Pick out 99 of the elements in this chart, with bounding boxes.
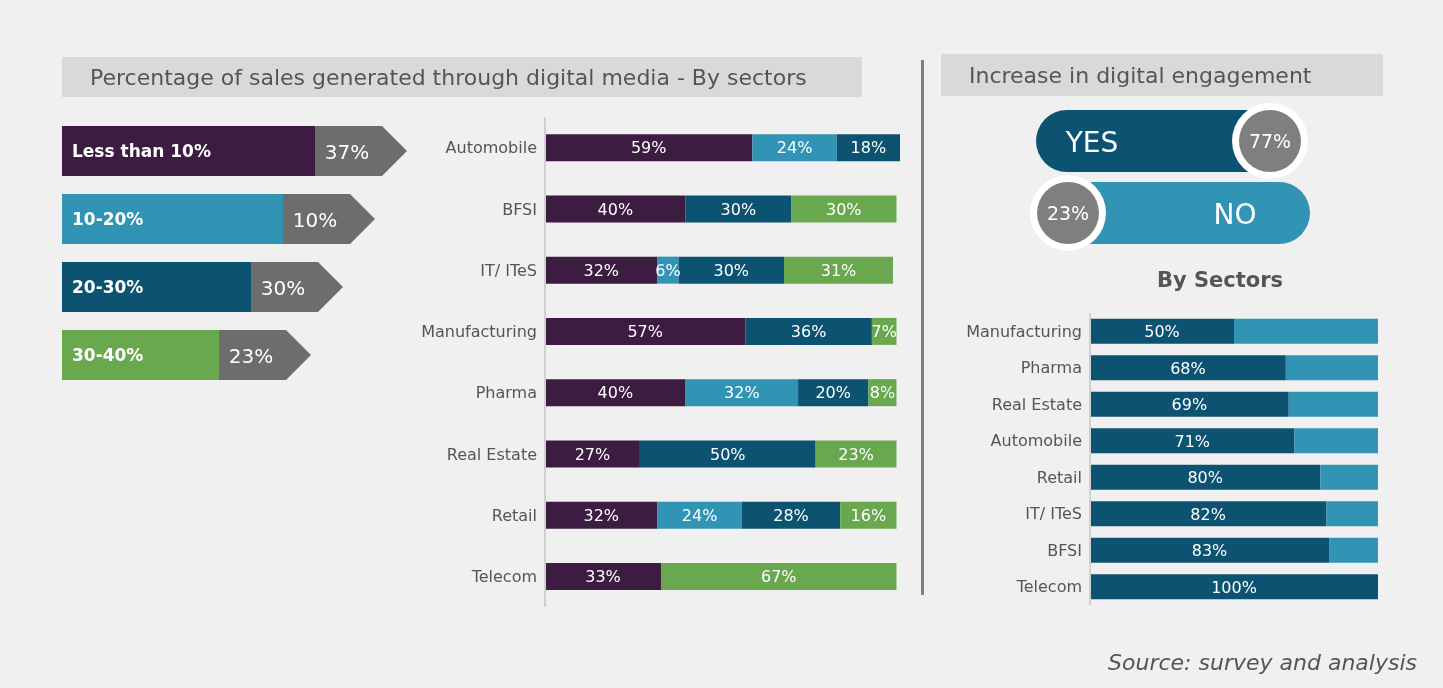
data-label: 40%: [597, 199, 634, 219]
y-tick-label: BFSI: [1047, 540, 1082, 560]
data-label: 28%: [773, 505, 809, 525]
data-label: 77%: [1248, 130, 1292, 152]
bar: [1320, 464, 1378, 490]
bar: [1294, 428, 1378, 454]
bar: [1234, 318, 1378, 344]
bar: [545, 440, 640, 468]
bar: [545, 379, 686, 407]
data-label: 50%: [709, 444, 746, 464]
y-tick-label: Pharma: [1020, 358, 1082, 378]
data-label: 32%: [724, 383, 760, 403]
y-tick-label: Retail: [491, 505, 537, 525]
data-label: 16%: [850, 505, 887, 525]
data-label: 30%: [825, 199, 862, 219]
data-label: 20%: [815, 383, 851, 403]
text: Increase in digital engagement: [941, 54, 1383, 96]
data-label: 71%: [1174, 431, 1211, 451]
data-label: 100%: [1211, 577, 1257, 597]
y-tick-label: Pharma: [475, 383, 537, 403]
data-label: 23%: [228, 344, 274, 368]
y-tick-label: Automobile: [445, 138, 537, 158]
bar: [1285, 355, 1378, 381]
data-label: 18%: [850, 138, 887, 158]
data-label: 40%: [597, 383, 634, 403]
category-label: 30-40%: [72, 345, 144, 365]
data-label: 31%: [820, 260, 857, 280]
bar: [1090, 318, 1234, 344]
bar: [1090, 574, 1378, 600]
data-label: 30%: [713, 260, 750, 280]
bar: [657, 501, 742, 529]
data-label: 83%: [1191, 541, 1228, 561]
bar: [545, 317, 746, 345]
bar: [1090, 428, 1295, 454]
bar: [685, 195, 792, 223]
bar: [752, 134, 837, 162]
data-label: 24%: [681, 505, 718, 525]
category-label: Less than 10%: [72, 141, 211, 161]
y-tick-label: Real Estate: [991, 394, 1082, 414]
data-label: 69%: [1171, 395, 1208, 415]
data-label: 24%: [776, 138, 813, 158]
bar: [1329, 537, 1378, 563]
y-tick-label: Manufacturing: [421, 322, 537, 342]
bar: [545, 256, 658, 284]
bar: [745, 317, 872, 345]
y-tick-label: Telecom: [470, 567, 537, 587]
bar: [545, 562, 661, 590]
bar: [685, 379, 799, 407]
bar: [741, 501, 841, 529]
bar: [545, 501, 658, 529]
text: Percentage of sales generated through digital media - By sectors: [62, 57, 862, 97]
data-label: 10%: [292, 208, 338, 232]
bar: [545, 195, 686, 223]
category-label: 20-30%: [72, 277, 144, 297]
data-label: 23%: [838, 444, 874, 464]
category-label: YES: [1064, 126, 1119, 159]
data-label: 7%: [871, 322, 897, 342]
bar: [784, 256, 893, 284]
bar: [1090, 464, 1321, 490]
data-label: 37%: [324, 140, 370, 164]
bar: [678, 256, 785, 284]
data-label: 82%: [1190, 504, 1226, 524]
y-tick-label: Telecom: [1015, 577, 1082, 597]
y-tick-label: Automobile: [990, 431, 1082, 451]
data-label: 30%: [260, 276, 306, 300]
y-tick-label: Real Estate: [446, 444, 537, 464]
data-label: 68%: [1170, 358, 1206, 378]
bar: [1288, 391, 1378, 417]
data-label: 36%: [790, 322, 827, 342]
data-label: 27%: [574, 444, 611, 464]
data-label: 8%: [869, 383, 896, 403]
data-label: 23%: [1046, 202, 1090, 224]
chart-title: By Sectors: [1155, 268, 1285, 292]
bar: [545, 134, 753, 162]
bar: [1090, 537, 1330, 563]
bar: [1326, 501, 1378, 527]
data-label: 32%: [583, 505, 620, 525]
data-label: 30%: [720, 199, 757, 219]
data-label: 57%: [627, 322, 663, 342]
data-label: 80%: [1187, 468, 1223, 488]
data-label: 50%: [1144, 322, 1180, 342]
bar: [1090, 355, 1286, 381]
y-tick-label: IT/ ITeS: [480, 260, 537, 280]
bar: [1090, 391, 1289, 417]
bar: [639, 440, 816, 468]
bar: [791, 195, 897, 223]
y-tick-label: BFSI: [502, 199, 537, 219]
source-note: Source: survey and analysis: [1108, 650, 1417, 675]
data-label: 33%: [585, 567, 621, 587]
category-label: 10-20%: [72, 209, 144, 229]
y-tick-label: Retail: [1036, 467, 1082, 487]
category-label: NO: [1213, 198, 1257, 231]
data-label: 32%: [583, 260, 620, 280]
data-label: 59%: [630, 138, 667, 158]
bar: [1090, 501, 1327, 527]
data-label: 67%: [760, 567, 797, 587]
y-tick-label: IT/ ITeS: [1025, 504, 1082, 524]
bar: [660, 562, 897, 590]
y-tick-label: Manufacturing: [966, 321, 1082, 341]
